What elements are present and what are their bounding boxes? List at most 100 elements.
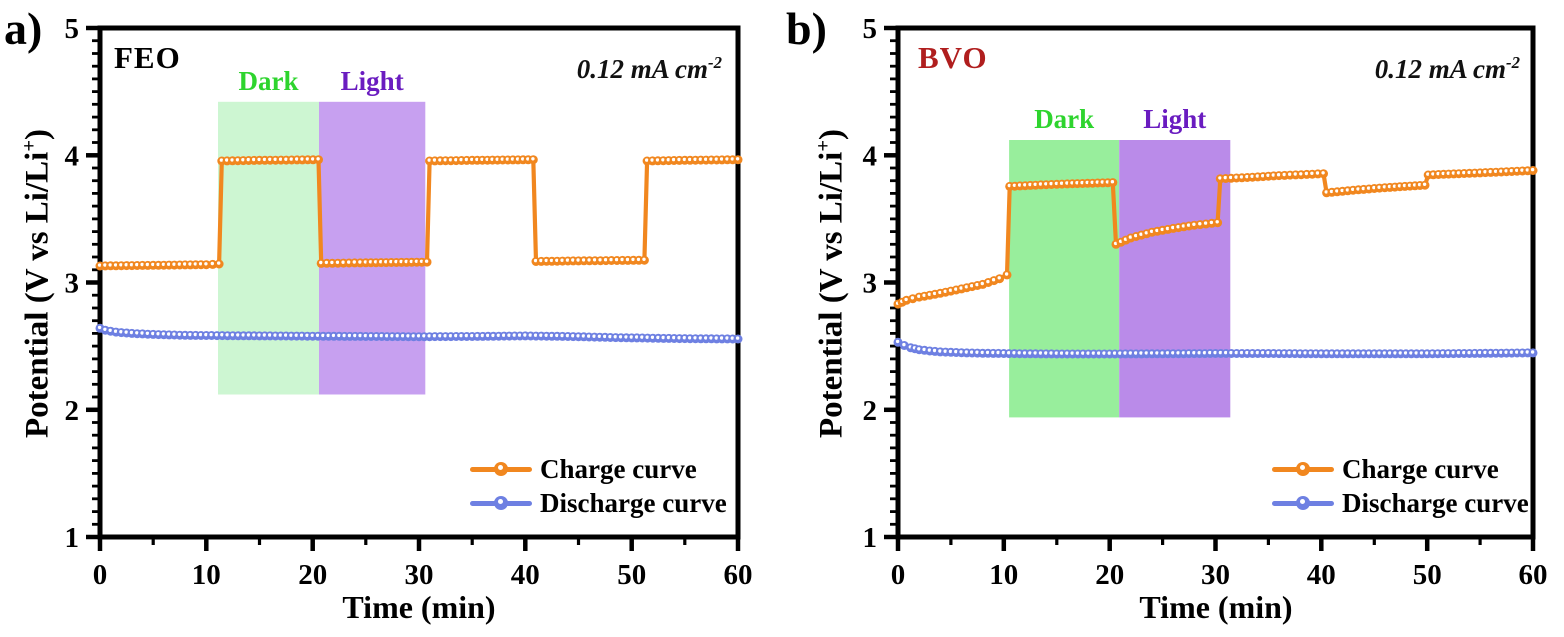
marker-highlight xyxy=(917,347,921,351)
marker-highlight xyxy=(645,335,649,339)
marker-highlight xyxy=(1209,220,1214,225)
marker-highlight xyxy=(618,335,623,339)
discharge-dot-icon xyxy=(1296,496,1310,510)
marker-highlight xyxy=(1095,180,1099,184)
x-tick-label: 60 xyxy=(724,559,753,591)
marker-highlight xyxy=(735,336,740,340)
marker-highlight xyxy=(374,333,378,338)
marker-highlight xyxy=(268,333,272,337)
charge-dot-icon xyxy=(494,462,508,476)
marker-highlight xyxy=(156,332,160,336)
marker-highlight xyxy=(1467,170,1471,175)
marker-highlight xyxy=(454,158,458,162)
marker-highlight xyxy=(395,334,399,338)
marker-highlight xyxy=(985,350,990,355)
marker-highlight xyxy=(414,259,419,263)
marker-highlight xyxy=(188,262,192,266)
panel-title-bvo: BVO xyxy=(918,40,988,75)
marker-highlight xyxy=(129,330,134,335)
marker-highlight xyxy=(539,333,543,337)
marker-highlight xyxy=(459,157,463,162)
marker-highlight xyxy=(1361,351,1365,355)
marker-highlight xyxy=(1198,222,1202,226)
marker-highlight xyxy=(103,327,107,331)
marker-highlight xyxy=(1293,172,1297,176)
marker-highlight xyxy=(515,157,520,161)
legend-label-discharge: Discharge curve xyxy=(1342,487,1529,518)
marker-highlight xyxy=(399,259,403,264)
marker-highlight xyxy=(714,157,718,161)
marker-highlight xyxy=(1398,351,1402,355)
marker-highlight xyxy=(1023,183,1027,187)
marker-highlight xyxy=(576,334,580,338)
marker-highlight xyxy=(1250,174,1254,178)
marker-highlight xyxy=(1245,174,1249,179)
chart-b-canvas: Dark Light 0 10 20 30 40 50 60 1 2 3 4 5 xyxy=(863,13,1548,591)
marker-highlight xyxy=(363,260,368,264)
marker-highlight xyxy=(1022,351,1027,355)
marker-highlight xyxy=(1075,351,1080,355)
marker-highlight xyxy=(448,158,453,162)
marker-highlight xyxy=(1186,351,1191,355)
marker-highlight xyxy=(1044,351,1048,355)
marker-highlight xyxy=(394,259,398,264)
marker-highlight xyxy=(1340,188,1344,193)
marker-highlight xyxy=(1091,351,1096,355)
marker-highlight xyxy=(1239,175,1244,179)
marker-highlight xyxy=(1509,350,1514,354)
marker-highlight xyxy=(295,157,299,161)
marker-highlight xyxy=(1234,175,1238,179)
marker-highlight xyxy=(1488,350,1492,355)
x-tick-label: 60 xyxy=(1519,559,1548,591)
marker-highlight xyxy=(1134,351,1138,355)
marker-highlight xyxy=(1504,350,1508,354)
marker-highlight xyxy=(1054,351,1059,355)
marker-highlight xyxy=(991,278,996,282)
legend-label-discharge: Discharge curve xyxy=(540,487,727,518)
marker-highlight xyxy=(246,333,251,337)
marker-highlight xyxy=(1059,351,1064,355)
marker-highlight xyxy=(910,296,915,300)
marker-highlight xyxy=(459,333,463,338)
marker-highlight xyxy=(294,333,298,337)
marker-highlight xyxy=(735,157,740,161)
marker-highlight xyxy=(315,333,320,337)
band-light xyxy=(319,101,426,395)
marker-highlight xyxy=(220,333,224,337)
marker-highlight xyxy=(1044,182,1048,186)
marker-highlight xyxy=(613,335,617,339)
marker-highlight xyxy=(629,335,633,339)
marker-highlight xyxy=(411,334,415,338)
marker-highlight xyxy=(922,293,926,297)
x-axis-title: Time (min) xyxy=(342,589,496,625)
marker-highlight xyxy=(103,263,107,267)
marker-highlight xyxy=(917,294,921,298)
marker-highlight xyxy=(1456,171,1461,175)
marker-highlight xyxy=(1165,226,1170,231)
marker-highlight xyxy=(1075,181,1079,185)
marker-highlight xyxy=(1102,351,1106,355)
marker-highlight xyxy=(1001,350,1006,355)
marker-highlight xyxy=(948,349,953,354)
marker-highlight xyxy=(1255,174,1260,178)
marker-highlight xyxy=(262,333,267,337)
marker-highlight xyxy=(204,262,208,266)
marker-highlight xyxy=(587,334,591,338)
marker-highlight xyxy=(510,157,515,161)
marker-highlight xyxy=(119,263,123,267)
marker-highlight xyxy=(598,258,602,262)
marker-highlight xyxy=(555,258,559,262)
marker-highlight xyxy=(624,335,628,339)
marker-highlight xyxy=(927,348,932,352)
marker-highlight xyxy=(1139,351,1143,355)
marker-highlight xyxy=(1397,184,1402,188)
marker-highlight xyxy=(1321,171,1325,175)
y-axis-title: Potential (V vs Li/Li+) xyxy=(813,24,850,544)
marker-highlight xyxy=(533,258,538,263)
marker-highlight xyxy=(337,333,341,338)
marker-highlight xyxy=(526,157,530,161)
marker-highlight xyxy=(1288,172,1292,176)
marker-highlight xyxy=(1329,189,1334,194)
marker-highlight xyxy=(352,260,356,264)
marker-highlight xyxy=(1530,350,1535,354)
